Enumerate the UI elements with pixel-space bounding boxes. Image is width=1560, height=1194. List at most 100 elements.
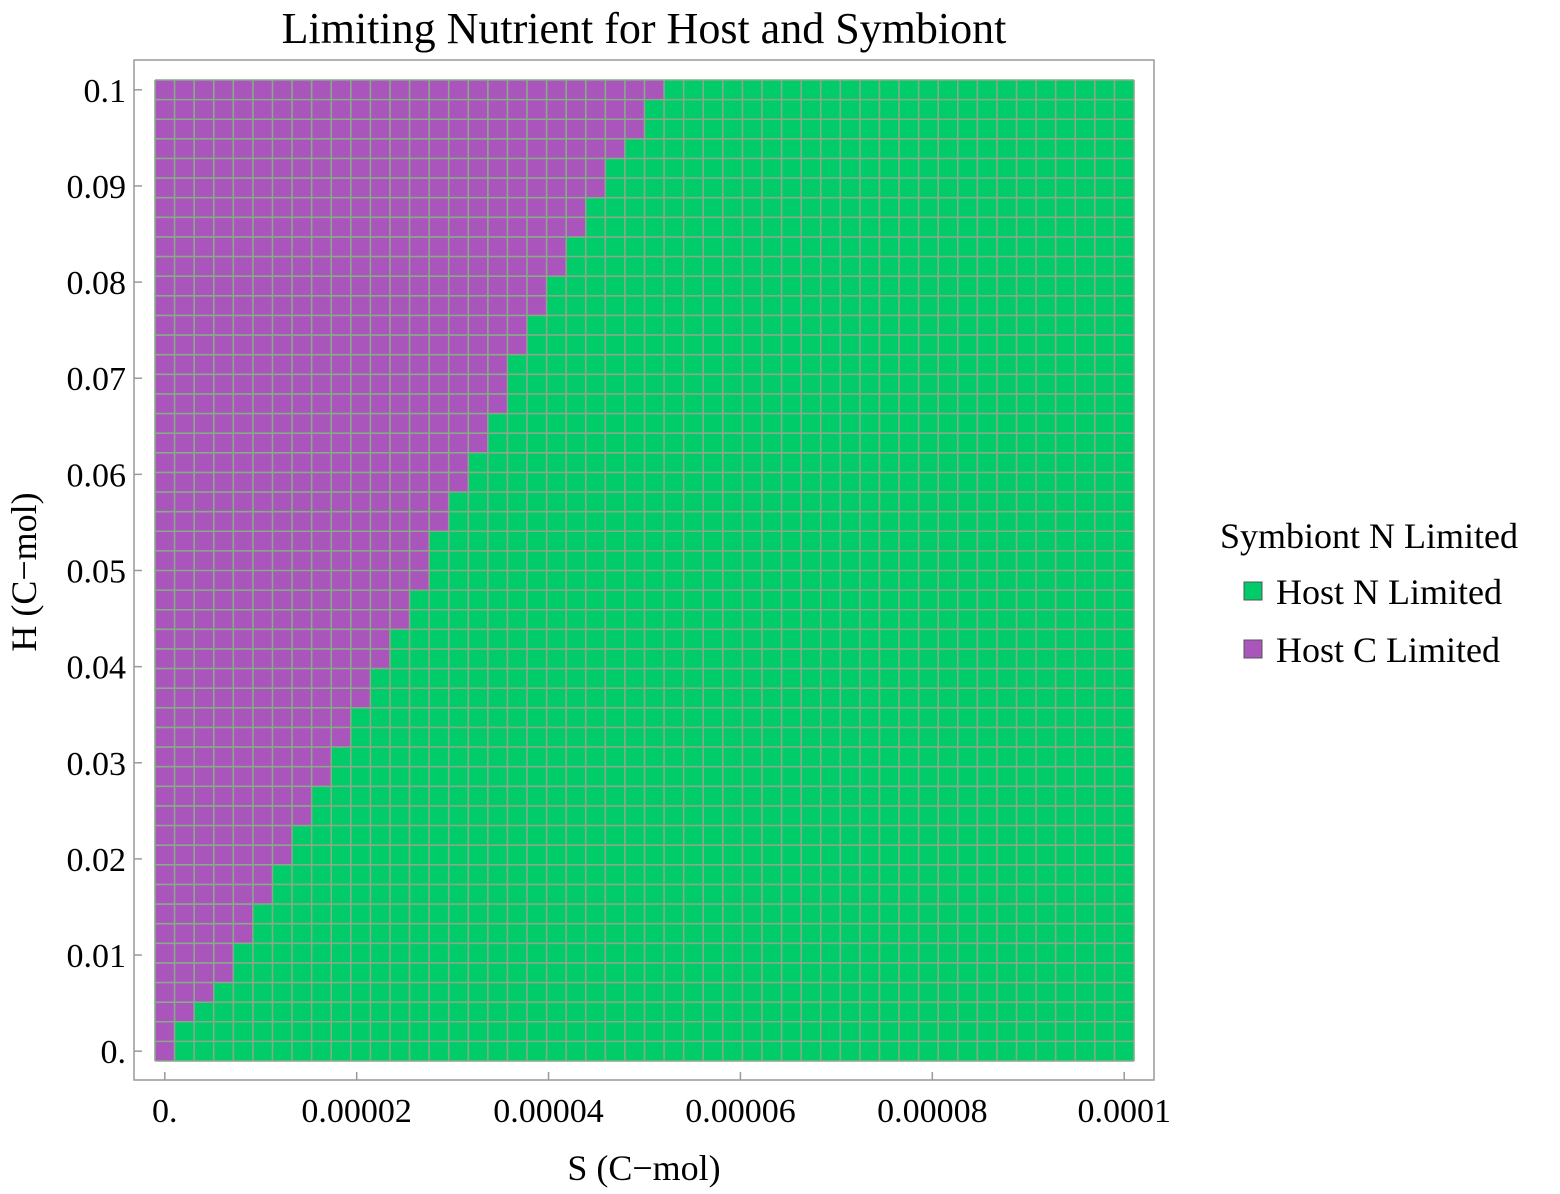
heatmap-cell <box>252 766 273 787</box>
heatmap-cell <box>742 217 763 238</box>
heatmap-cell <box>683 884 704 905</box>
heatmap-cell <box>429 374 449 395</box>
heatmap-cell <box>331 825 352 846</box>
heatmap-cell <box>468 197 489 218</box>
heatmap-cell <box>527 531 547 552</box>
heatmap-cell <box>585 904 606 924</box>
heatmap-cell <box>311 904 332 924</box>
heatmap-cell <box>507 982 528 1003</box>
heatmap-cell <box>879 393 900 414</box>
heatmap-cell <box>761 452 782 473</box>
heatmap-cell <box>409 413 430 434</box>
heatmap-cell <box>409 178 430 199</box>
heatmap-cell <box>194 943 215 964</box>
heatmap-cell <box>213 707 234 728</box>
heatmap-cell <box>918 923 939 944</box>
heatmap-cell <box>703 354 724 375</box>
heatmap-cell <box>350 217 371 238</box>
heatmap-cell <box>820 256 841 277</box>
heatmap-cell <box>957 590 978 611</box>
heatmap-cell <box>252 943 273 964</box>
heatmap-cell <box>957 707 978 728</box>
heatmap-cell <box>331 805 352 826</box>
heatmap-cell <box>605 158 626 179</box>
heatmap-cell <box>409 629 430 650</box>
heatmap-cell <box>350 178 371 199</box>
heatmap-cell <box>1075 727 1096 748</box>
heatmap-cell <box>155 688 175 709</box>
heatmap-cell <box>487 550 508 571</box>
heatmap-cell <box>644 845 665 866</box>
heatmap-cell <box>664 374 684 395</box>
heatmap-cell <box>801 982 822 1003</box>
heatmap-cell <box>155 433 175 454</box>
heatmap-cell <box>879 943 900 964</box>
heatmap-cell <box>1055 766 1076 787</box>
heatmap-cell <box>742 648 763 669</box>
heatmap-cell <box>429 119 449 140</box>
heatmap-cell <box>977 727 998 748</box>
heatmap-cell <box>742 335 763 355</box>
heatmap-cell <box>605 805 626 826</box>
heatmap-cell <box>918 413 939 434</box>
heatmap-cell <box>820 688 841 709</box>
heatmap-gridlines <box>154 79 1135 1062</box>
heatmap-cell <box>879 197 900 218</box>
heatmap-cell <box>957 962 978 983</box>
heatmap-cell <box>252 236 273 257</box>
heatmap-cell <box>213 962 234 983</box>
heatmap-cell <box>1114 217 1135 238</box>
heatmap-cell <box>1036 256 1056 277</box>
heatmap-cell <box>703 766 724 787</box>
heatmap-cell <box>938 845 959 866</box>
heatmap-cell <box>977 413 998 434</box>
heatmap-cell <box>938 707 959 728</box>
heatmap-cell <box>801 393 822 414</box>
heatmap-cell <box>1094 393 1115 414</box>
heatmap-cell <box>311 1041 332 1062</box>
heatmap-cell <box>1055 452 1076 473</box>
heatmap-cell <box>429 590 449 611</box>
heatmap-cell <box>213 393 234 414</box>
heatmap-cell <box>389 433 410 454</box>
heatmap-cell <box>977 511 998 532</box>
heatmap-cell <box>292 256 312 277</box>
heatmap-cell <box>820 374 841 395</box>
heatmap-cell <box>174 335 195 355</box>
heatmap-cell <box>174 138 195 159</box>
heatmap-cell <box>840 472 861 493</box>
heatmap-cell <box>977 99 998 120</box>
heatmap-cell <box>252 531 273 552</box>
heatmap-cell <box>722 1021 743 1042</box>
heatmap-cell <box>1114 904 1135 924</box>
heatmap-cell <box>1114 884 1135 905</box>
heatmap-cell <box>722 276 743 297</box>
heatmap-cell <box>938 433 959 454</box>
heatmap-cell <box>585 99 606 120</box>
heatmap-cell <box>683 119 704 140</box>
heatmap-cell <box>448 276 469 297</box>
heatmap-cell <box>311 452 332 473</box>
legend-label-host-n: Host N Limited <box>1276 572 1502 612</box>
heatmap-cell <box>624 1041 645 1062</box>
heatmap-cell <box>938 119 959 140</box>
heatmap-cell <box>546 727 567 748</box>
heatmap-cell <box>409 1041 430 1062</box>
heatmap-cell <box>507 452 528 473</box>
heatmap-cell <box>820 472 841 493</box>
heatmap-cell <box>350 256 371 277</box>
heatmap-cell <box>174 1021 195 1042</box>
heatmap-cell <box>370 99 391 120</box>
heatmap-cell <box>252 80 273 100</box>
heatmap-cell <box>252 1021 273 1042</box>
heatmap-cell <box>213 1041 234 1062</box>
heatmap-cell <box>996 1021 1017 1042</box>
heatmap-cell <box>624 119 645 140</box>
heatmap-cell <box>389 845 410 866</box>
heatmap-cell <box>1016 413 1037 434</box>
heatmap-cell <box>761 904 782 924</box>
heatmap-cell <box>801 256 822 277</box>
heatmap-cell <box>918 904 939 924</box>
heatmap-cell <box>448 904 469 924</box>
heatmap-cell <box>194 1041 215 1062</box>
